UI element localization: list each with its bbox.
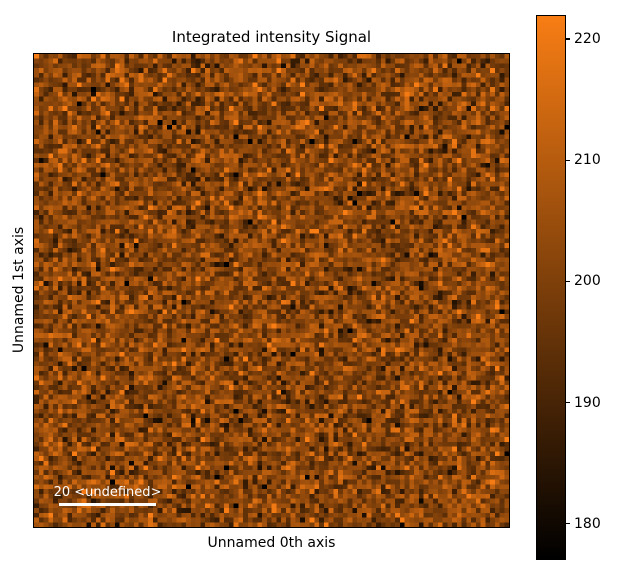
scalebar: 20 <undefined> bbox=[54, 485, 161, 506]
colorbar-tick-mark bbox=[566, 159, 570, 162]
colorbar-tick: 210 bbox=[566, 152, 601, 168]
scalebar-line bbox=[59, 503, 156, 506]
y-axis-label: Unnamed 1st axis bbox=[11, 226, 27, 354]
colorbar-tick: 220 bbox=[566, 31, 601, 47]
chart-title: Integrated intensity Signal bbox=[171, 28, 372, 46]
colorbar-gradient bbox=[536, 15, 566, 560]
colorbar-tick-label: 200 bbox=[574, 273, 601, 290]
colorbar-tick-label: 190 bbox=[574, 394, 601, 411]
scalebar-label: 20 <undefined> bbox=[53, 485, 162, 500]
colorbar-tick: 180 bbox=[566, 516, 601, 532]
colorbar-tick-label: 210 bbox=[574, 152, 601, 169]
colorbar-tick-mark bbox=[566, 38, 570, 40]
colorbar-tick-label: 180 bbox=[574, 515, 601, 532]
colorbar-tick-mark bbox=[566, 522, 570, 525]
colorbar-tick: 190 bbox=[566, 395, 601, 411]
colorbar-tick-mark bbox=[566, 280, 570, 283]
plot-area: 20 <undefined> bbox=[33, 53, 510, 528]
heatmap-canvas bbox=[34, 54, 509, 527]
x-axis-label: Unnamed 0th axis bbox=[207, 535, 336, 551]
colorbar-tick: 200 bbox=[566, 273, 601, 289]
colorbar-tick-label: 220 bbox=[574, 31, 601, 48]
colorbar: 220 210 200 190 180 bbox=[536, 15, 601, 560]
colorbar-tick-mark bbox=[566, 401, 570, 404]
